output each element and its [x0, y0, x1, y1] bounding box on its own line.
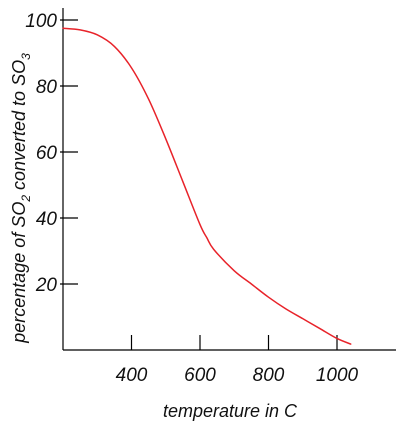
y-tick-label: 60 [36, 143, 58, 164]
y-tick-label: 100 [25, 11, 57, 32]
y-axis-title-subscript: 3 [19, 53, 33, 60]
tick-labels: 400 600 800 1000 20 40 60 80 100 [25, 11, 358, 386]
y-axis-title-subscript: 2 [19, 195, 33, 203]
x-tick-label: 600 [184, 365, 216, 386]
axes [62, 8, 396, 351]
x-tick-label: 1000 [316, 365, 359, 386]
x-tick-label: 400 [116, 365, 148, 386]
x-tick-label: 800 [253, 365, 285, 386]
y-tick-label: 80 [36, 77, 58, 98]
y-tick-label: 20 [35, 275, 58, 296]
y-axis-title-text: converted to SO [9, 60, 29, 195]
y-tick-label: 40 [36, 209, 58, 230]
x-axis-title: temperature in C [163, 401, 298, 421]
y-axis-title: percentage of SO2 converted to SO3 [9, 53, 33, 344]
ticks [60, 19, 338, 350]
series-line [62, 27, 352, 345]
y-axis-title-text: percentage of SO [9, 202, 29, 344]
